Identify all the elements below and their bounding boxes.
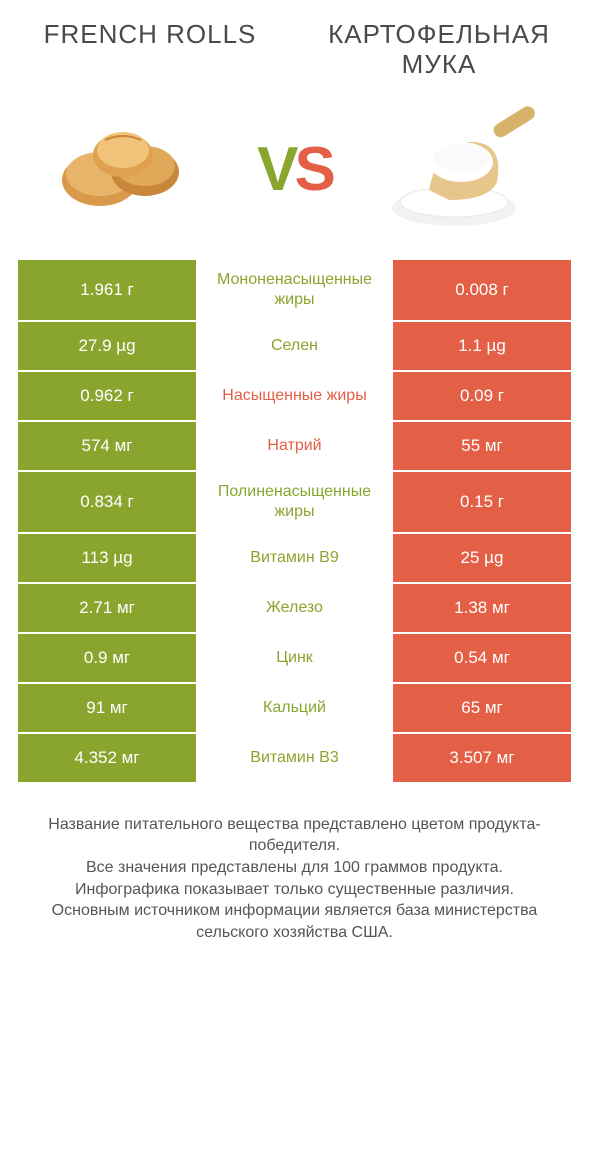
left-product-image <box>30 100 220 240</box>
nutrient-label: Насыщенные жиры <box>196 372 393 420</box>
left-value: 0.962 г <box>18 372 196 420</box>
footer-notes: Название питательного вещества представл… <box>0 784 589 944</box>
table-row: 27.9 µgСелен1.1 µg <box>18 322 571 372</box>
left-value: 0.834 г <box>18 472 196 532</box>
footer-line: Название питательного вещества представл… <box>24 814 565 857</box>
right-product-image <box>369 100 559 240</box>
table-row: 1.961 гМононенасыщенные жиры0.008 г <box>18 260 571 322</box>
left-value: 1.961 г <box>18 260 196 320</box>
table-row: 2.71 мгЖелезо1.38 мг <box>18 584 571 634</box>
bread-rolls-icon <box>45 110 205 230</box>
comparison-table: 1.961 гМононенасыщенные жиры0.008 г27.9 … <box>18 260 571 784</box>
left-value: 27.9 µg <box>18 322 196 370</box>
nutrient-label: Мононенасыщенные жиры <box>196 260 393 320</box>
table-row: 0.962 гНасыщенные жиры0.09 г <box>18 372 571 422</box>
right-value: 0.008 г <box>393 260 571 320</box>
left-value: 91 мг <box>18 684 196 732</box>
right-value: 0.09 г <box>393 372 571 420</box>
right-value: 55 мг <box>393 422 571 470</box>
nutrient-label: Селен <box>196 322 393 370</box>
left-product-title: FRENCH ROLLS <box>30 20 270 80</box>
nutrient-label: Кальций <box>196 684 393 732</box>
nutrient-label: Полиненасыщенные жиры <box>196 472 393 532</box>
right-value: 1.1 µg <box>393 322 571 370</box>
nutrient-label: Витамин B9 <box>196 534 393 582</box>
table-row: 0.834 гПолиненасыщенные жиры0.15 г <box>18 472 571 534</box>
right-value: 0.15 г <box>393 472 571 532</box>
table-row: 91 мгКальций65 мг <box>18 684 571 734</box>
left-value: 574 мг <box>18 422 196 470</box>
nutrient-label: Витамин B3 <box>196 734 393 782</box>
vs-v: V <box>257 135 294 204</box>
left-value: 4.352 мг <box>18 734 196 782</box>
flour-scoop-icon <box>379 100 549 240</box>
vs-label: VS <box>257 134 332 205</box>
nutrient-label: Натрий <box>196 422 393 470</box>
table-row: 0.9 мгЦинк0.54 мг <box>18 634 571 684</box>
left-value: 113 µg <box>18 534 196 582</box>
right-product-title: КАРТОФЕЛЬНАЯ МУКА <box>319 20 559 80</box>
footer-line: Инфографика показывает только существенн… <box>24 879 565 901</box>
right-value: 65 мг <box>393 684 571 732</box>
nutrient-label: Цинк <box>196 634 393 682</box>
left-value: 2.71 мг <box>18 584 196 632</box>
table-row: 113 µgВитамин B925 µg <box>18 534 571 584</box>
footer-line: Все значения представлены для 100 граммо… <box>24 857 565 879</box>
footer-line: Основным источником информации является … <box>24 900 565 943</box>
table-row: 4.352 мгВитамин B33.507 мг <box>18 734 571 784</box>
right-value: 1.38 мг <box>393 584 571 632</box>
vs-s: S <box>295 135 332 204</box>
table-row: 574 мгНатрий55 мг <box>18 422 571 472</box>
header: FRENCH ROLLS КАРТОФЕЛЬНАЯ МУКА <box>0 0 589 90</box>
right-value: 0.54 мг <box>393 634 571 682</box>
left-value: 0.9 мг <box>18 634 196 682</box>
right-value: 3.507 мг <box>393 734 571 782</box>
images-row: VS <box>0 90 589 260</box>
nutrient-label: Железо <box>196 584 393 632</box>
right-value: 25 µg <box>393 534 571 582</box>
